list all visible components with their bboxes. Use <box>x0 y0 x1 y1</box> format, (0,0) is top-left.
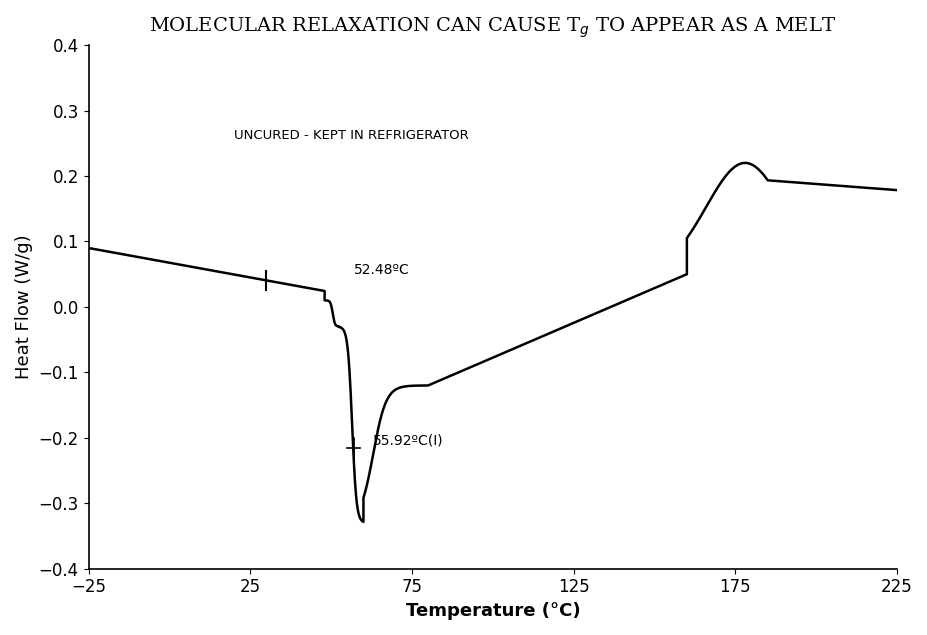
Text: UNCURED - KEPT IN REFRIGERATOR: UNCURED - KEPT IN REFRIGERATOR <box>234 130 468 142</box>
Title: MOLECULAR RELAXATION CAN CAUSE T$_g$ TO APPEAR AS A MELT: MOLECULAR RELAXATION CAN CAUSE T$_g$ TO … <box>149 15 835 39</box>
Text: 52.48ºC: 52.48ºC <box>353 263 409 277</box>
X-axis label: Temperature (°C): Temperature (°C) <box>405 602 579 620</box>
Y-axis label: Heat Flow (W/g): Heat Flow (W/g) <box>15 234 33 379</box>
Text: 55.92ºC(I): 55.92ºC(I) <box>373 433 443 448</box>
